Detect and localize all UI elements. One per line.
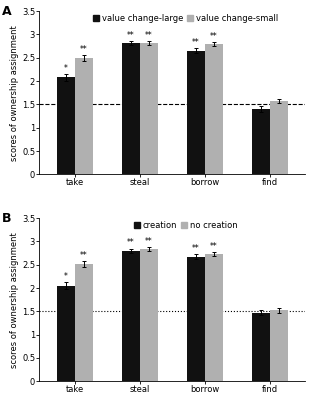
Text: **: **: [80, 44, 88, 54]
Text: **: **: [145, 237, 153, 246]
Text: *: *: [64, 272, 68, 281]
Bar: [57, 77, 75, 174]
Bar: [270, 101, 288, 174]
Text: **: **: [127, 238, 135, 248]
Bar: [187, 51, 205, 174]
Text: B: B: [2, 212, 12, 224]
Y-axis label: scores of ownership assignment: scores of ownership assignment: [10, 232, 19, 368]
Legend: creation, no creation: creation, no creation: [134, 221, 237, 230]
Text: **: **: [80, 250, 88, 260]
Text: **: **: [145, 30, 153, 40]
Bar: [57, 286, 75, 381]
Bar: [270, 310, 288, 381]
Text: **: **: [192, 38, 200, 47]
Y-axis label: scores of ownership assignment: scores of ownership assignment: [10, 25, 19, 161]
Bar: [122, 251, 140, 381]
Text: **: **: [127, 30, 135, 40]
Bar: [205, 44, 223, 174]
Text: **: **: [210, 242, 218, 251]
Bar: [252, 109, 270, 174]
Bar: [140, 43, 158, 174]
Bar: [75, 58, 93, 174]
Bar: [252, 313, 270, 381]
Text: *: *: [64, 64, 68, 73]
Bar: [140, 249, 158, 381]
Text: **: **: [192, 244, 200, 253]
Text: A: A: [2, 5, 12, 18]
Bar: [75, 264, 93, 381]
Text: **: **: [210, 32, 218, 40]
Bar: [205, 254, 223, 381]
Legend: value change-large, value change-small: value change-large, value change-small: [93, 14, 278, 23]
Bar: [187, 257, 205, 381]
Bar: [122, 43, 140, 174]
